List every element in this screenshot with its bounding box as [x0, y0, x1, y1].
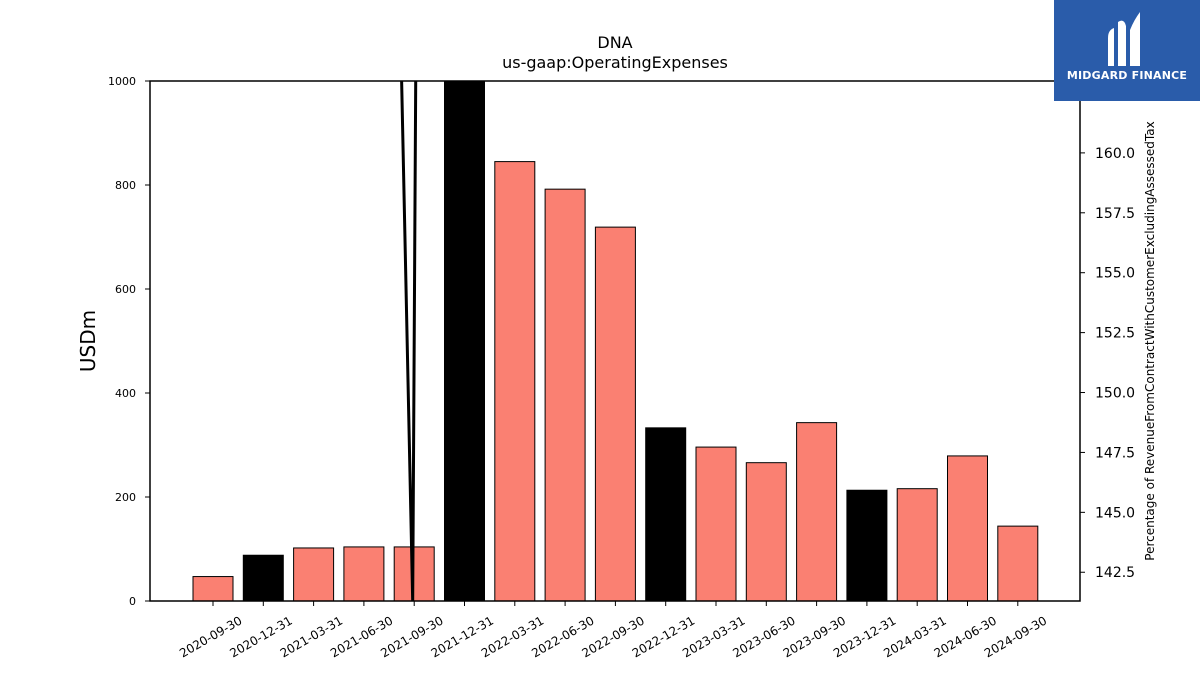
bar-2020-09-30 [192, 576, 234, 602]
y-tick-label: 1000 [108, 75, 136, 88]
bar-2024-03-31 [896, 488, 938, 602]
bar-2022-03-31 [494, 161, 536, 602]
bar-2023-09-30 [796, 422, 838, 602]
y-tick-label: 400 [115, 387, 136, 400]
y2-tick-label: 157.5 [1095, 206, 1135, 222]
bar-2022-12-31 [645, 427, 687, 602]
y2-tick-label: 142.5 [1095, 565, 1135, 581]
y2-tick-label: 152.5 [1095, 326, 1135, 342]
bar-2022-06-30 [544, 188, 586, 602]
bar-2022-09-30 [594, 226, 636, 602]
y-tick-label: 0 [129, 595, 136, 608]
line-layer [400, 81, 418, 601]
bar-2021-03-31 [293, 547, 335, 602]
y-tick-label: 600 [115, 283, 136, 296]
bar-2024-09-30 [997, 525, 1039, 602]
bars-layer [192, 80, 1039, 602]
midgard-logo-icon [1108, 12, 1140, 66]
bar-2023-03-31 [695, 446, 737, 602]
chart-subtitle: us-gaap:OperatingExpenses [502, 53, 728, 72]
percentage-line [400, 81, 418, 601]
bar-2021-12-31 [444, 80, 485, 602]
y2-tick-label: 160.0 [1095, 146, 1135, 162]
y2-tick-label: 145.0 [1095, 505, 1135, 521]
bar-2020-12-31 [242, 554, 284, 602]
brand-logo: MIDGARD FINANCE [1054, 0, 1200, 101]
y-tick-label: 800 [115, 179, 136, 192]
bar-2021-06-30 [343, 546, 385, 602]
y-axis-label: USDm [76, 310, 100, 372]
bar-2024-06-30 [947, 455, 988, 602]
y2-axis-label: Percentage of RevenueFromContractWithCus… [1143, 121, 1157, 560]
y2-tick-label: 155.0 [1095, 266, 1135, 282]
y2-tick-label: 150.0 [1095, 386, 1135, 402]
bar-2023-12-31 [846, 489, 888, 602]
bar-2023-06-30 [745, 462, 787, 602]
y2-tick-label: 147.5 [1095, 445, 1135, 461]
logo-text: MIDGARD FINANCE [1066, 69, 1188, 82]
chart-title: DNA [597, 33, 632, 52]
y-tick-label: 200 [115, 491, 136, 504]
